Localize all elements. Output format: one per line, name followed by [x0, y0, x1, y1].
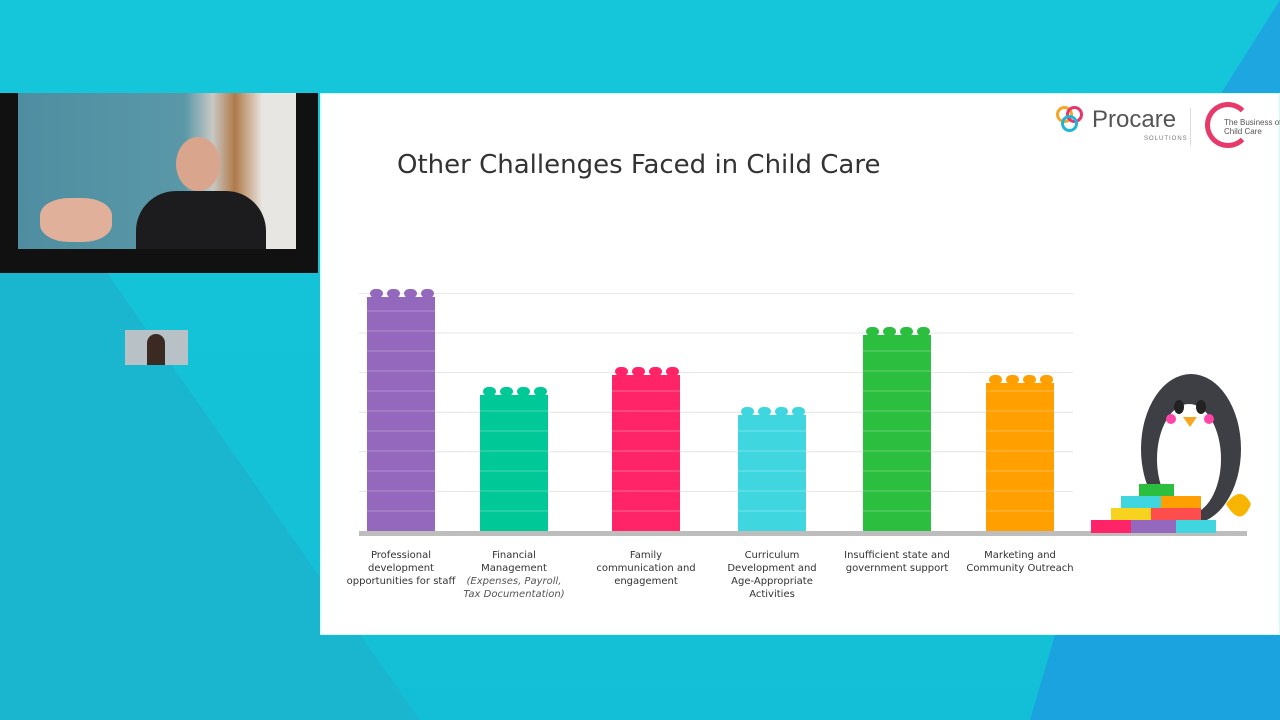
bar-stud: [500, 387, 513, 396]
bar-stud: [900, 327, 913, 336]
bar-stud: [666, 367, 679, 376]
logo-divider: [1190, 108, 1191, 146]
bar-5: [863, 335, 931, 531]
bar-stud: [404, 289, 417, 298]
penguin-with-blocks-illustration: [1091, 374, 1251, 533]
bar-stud: [1023, 375, 1036, 384]
x-tick-label-text: Marketing and Community Outreach: [966, 550, 1074, 574]
bar-stud: [741, 407, 754, 416]
x-tick-label: Professional development opportunities f…: [346, 549, 456, 588]
presentation-slide: Other Challenges Faced in Child Care Pro…: [320, 93, 1280, 635]
bar-stud: [421, 289, 434, 298]
bar-3: [612, 375, 680, 531]
x-tick-label-text: Professional development opportunities f…: [346, 550, 456, 587]
bar-stud: [615, 367, 628, 376]
presenter-hand: [40, 198, 112, 242]
x-tick-label-text: Insufficient state and government suppor…: [844, 550, 950, 574]
bar-6: [986, 383, 1054, 531]
bar-chart: [359, 289, 1247, 536]
bar-stud: [792, 407, 805, 416]
x-tick-label: Insufficient state and government suppor…: [842, 549, 952, 575]
presenter: [126, 133, 266, 249]
x-tick-label-text: Family communication and engagement: [596, 550, 696, 587]
bar-stud: [387, 289, 400, 298]
participant-thumbnail[interactable]: [125, 330, 188, 365]
x-tick-label: Marketing and Community Outreach: [965, 549, 1075, 575]
bar-stud: [1006, 375, 1019, 384]
bar-2: [480, 395, 548, 531]
procare-rings-icon: [1056, 106, 1084, 134]
bar-stud: [370, 289, 383, 298]
business-of-child-care-logo: The Business of Child Care: [1224, 118, 1280, 136]
bar-stud: [632, 367, 645, 376]
presenter-video[interactable]: [0, 93, 318, 365]
bar-stud: [775, 407, 788, 416]
x-tick-label: Financial Management (Expenses, Payroll, …: [459, 549, 569, 601]
procare-logo: Procare SOLUTIONS: [1056, 106, 1187, 142]
bar-stud: [866, 327, 879, 336]
bar-stud: [534, 387, 547, 396]
bar-stud: [989, 375, 1002, 384]
x-tick-label-text: Curriculum Development and Age-Appropria…: [727, 550, 817, 600]
bar-stud: [1040, 375, 1053, 384]
bar-stud: [649, 367, 662, 376]
x-tick-label-text: Financial Management: [481, 550, 547, 574]
bar-stud: [517, 387, 530, 396]
bar-stud: [883, 327, 896, 336]
bar-stud: [483, 387, 496, 396]
bar-4: [738, 415, 806, 531]
x-tick-label: Curriculum Development and Age-Appropria…: [717, 549, 827, 601]
background-shape: [1030, 635, 1280, 720]
bar-1: [367, 297, 435, 531]
business-of-child-care-logo-icon: [1205, 102, 1251, 148]
bar-stud: [917, 327, 930, 336]
x-tick-label: Family communication and engagement: [591, 549, 701, 588]
bar-stud: [758, 407, 771, 416]
x-axis-baseline: [359, 531, 1247, 536]
x-tick-label-note: (Expenses, Payroll, Tax Documentation): [463, 576, 565, 600]
slide-title: Other Challenges Faced in Child Care: [397, 150, 881, 180]
